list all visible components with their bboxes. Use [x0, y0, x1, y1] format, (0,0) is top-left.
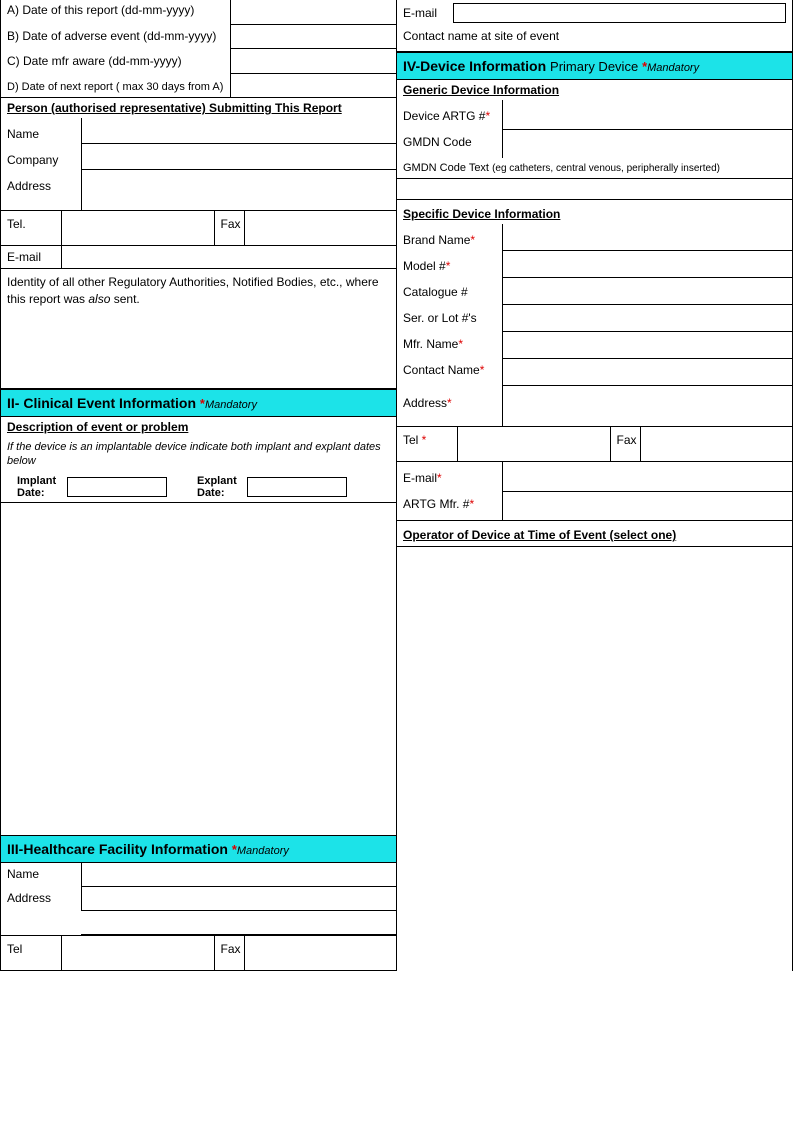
- hcf-tel-input[interactable]: [61, 936, 214, 970]
- explant-label: Explant Date:: [187, 475, 247, 499]
- gmdn-text-input[interactable]: [397, 178, 792, 200]
- fax-input[interactable]: [244, 211, 397, 245]
- gmdn-input[interactable]: [502, 130, 792, 159]
- r-tel-input[interactable]: [457, 427, 610, 461]
- desc-header: Description of event or problem: [1, 417, 396, 437]
- section-2-header: II- Clinical Event Information *Mandator…: [1, 389, 396, 417]
- r-tel-label: Tel *: [397, 427, 457, 461]
- date-c-input[interactable]: [231, 49, 396, 74]
- hcf-name-label: Name: [1, 863, 81, 887]
- r-fax-label: Fax: [610, 427, 640, 461]
- r-email-input[interactable]: [453, 3, 786, 23]
- date-c-label: C) Date mfr aware (dd-mm-yyyy): [7, 54, 224, 70]
- implant-label: Implant Date:: [7, 475, 67, 499]
- contact-site-label: Contact name at site of event: [397, 26, 792, 51]
- dates-block: A) Date of this report (dd-mm-yyyy) B) D…: [1, 0, 396, 98]
- generic-header: Generic Device Information: [397, 80, 792, 100]
- name-input[interactable]: [81, 118, 396, 144]
- artgmfr-input[interactable]: [502, 492, 792, 521]
- company-input[interactable]: [81, 144, 396, 170]
- date-a-input[interactable]: [231, 0, 396, 25]
- operator-header: Operator of Device at Time of Event (sel…: [397, 525, 792, 547]
- name-label: Name: [7, 121, 75, 147]
- hcf-tel-label: Tel: [1, 936, 61, 970]
- hcf-fax-input[interactable]: [244, 936, 397, 970]
- r-email2-label: E-mail *: [403, 465, 496, 491]
- email-label: E-mail: [1, 246, 61, 268]
- person-header: Person (authorised representative) Submi…: [1, 98, 396, 118]
- date-b-label: B) Date of adverse event (dd-mm-yyyy): [7, 29, 224, 45]
- catalogue-label: Catalogue #: [403, 279, 496, 305]
- date-a-label: A) Date of this report (dd-mm-yyyy): [7, 3, 224, 19]
- hcf-address-input-2[interactable]: [81, 911, 396, 935]
- address-input[interactable]: [81, 170, 396, 210]
- date-d-input[interactable]: [231, 74, 396, 98]
- artg-label: Device ARTG # *: [403, 103, 496, 129]
- tel-label: Tel.: [1, 211, 61, 245]
- brand-input[interactable]: [502, 224, 792, 251]
- artg-input[interactable]: [502, 100, 792, 130]
- model-input[interactable]: [502, 251, 792, 278]
- r-email-label: E-mail: [403, 6, 453, 20]
- r-address-input[interactable]: [502, 386, 792, 426]
- catalogue-input[interactable]: [502, 278, 792, 305]
- mfrname-input[interactable]: [502, 332, 792, 359]
- model-label: Model # *: [403, 253, 496, 279]
- section-4-header: IV-Device Information Primary Device *Ma…: [397, 52, 792, 80]
- implant-input[interactable]: [67, 477, 167, 497]
- identity-text: Identity of all other Regulatory Authori…: [1, 269, 396, 389]
- hcf-fax-label: Fax: [214, 936, 244, 970]
- hcf-address-input[interactable]: [81, 887, 396, 911]
- event-description-area[interactable]: [1, 503, 396, 835]
- explant-input[interactable]: [247, 477, 347, 497]
- email-input[interactable]: [61, 246, 396, 268]
- r-email2-input[interactable]: [502, 462, 792, 492]
- mfrname-label: Mfr. Name *: [403, 331, 496, 357]
- tel-input[interactable]: [61, 211, 214, 245]
- brand-label: Brand Name *: [403, 227, 496, 253]
- address-label: Address: [7, 173, 75, 199]
- r-address-label: Address *: [403, 383, 496, 423]
- fax-label: Fax: [214, 211, 244, 245]
- hcf-name-input[interactable]: [81, 863, 396, 887]
- contactname-input[interactable]: [502, 359, 792, 386]
- contactname-label: Contact Name *: [403, 357, 496, 383]
- r-fax-input[interactable]: [640, 427, 793, 461]
- company-label: Company: [7, 147, 75, 173]
- section-3-header: III-Healthcare Facility Information *Man…: [1, 835, 396, 863]
- dates-labels: A) Date of this report (dd-mm-yyyy) B) D…: [1, 0, 231, 97]
- serlot-input[interactable]: [502, 305, 792, 332]
- date-b-input[interactable]: [231, 25, 396, 50]
- hcf-address-label: Address: [1, 887, 81, 911]
- date-d-label: D) Date of next report ( max 30 days fro…: [7, 80, 224, 94]
- gmdn-label: GMDN Code: [403, 129, 496, 155]
- gmdn-text-label: GMDN Code Text (eg catheters, central ve…: [397, 158, 792, 178]
- desc-instr: If the device is an implantable device i…: [7, 440, 390, 469]
- desc-block: If the device is an implantable device i…: [1, 437, 396, 503]
- serlot-label: Ser. or Lot #'s: [403, 305, 496, 331]
- artgmfr-label: ARTG Mfr. # *: [403, 491, 496, 517]
- specific-header: Specific Device Information: [397, 204, 792, 224]
